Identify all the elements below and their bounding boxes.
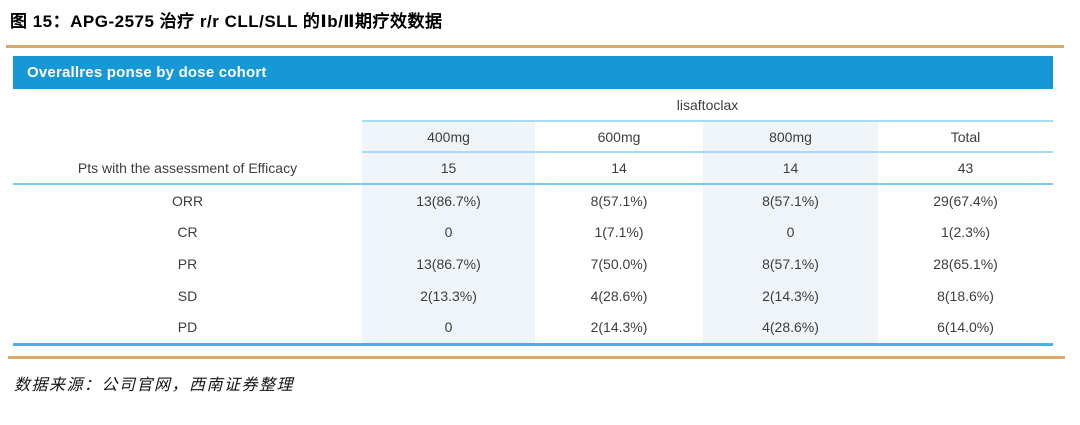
cell-800mg: 8(57.1%) [703, 184, 878, 216]
cell-600mg: 2(14.3%) [590, 319, 648, 336]
cell-600mg: 1(7.1%) [594, 224, 644, 240]
table-row-cr: CR 0 1(7.1%) 0 1(2.3%) [13, 216, 1053, 248]
cell-600mg: 7(50.0%) [590, 256, 648, 272]
column-header-row: 400mg 600mg 800mg Total [13, 121, 1054, 153]
cell-600mg: 8(57.1%) [590, 192, 648, 209]
data-source-note: 数据来源：公司官网，西南证券整理 [14, 374, 295, 394]
efficacy-table: lisaftoclax 400mg 600mg 800mg Total Pts … [13, 89, 1054, 346]
cell-400mg: 13(86.7%) [362, 248, 535, 280]
cell-600mg: 4(28.6%) [590, 288, 648, 304]
cell-800mg: 8(57.1%) [703, 248, 878, 280]
row-label: Pts with the assessment of Efficacy [13, 152, 362, 185]
corner-cell [13, 89, 362, 121]
cell-total: 28(65.1%) [933, 256, 998, 272]
row-label: SD [177, 288, 198, 304]
cell-800mg: 14 [703, 152, 878, 185]
cell-400mg: 0 [362, 216, 535, 248]
cell-total: 29(67.4%) [933, 192, 998, 209]
row-label-header-cell [13, 121, 362, 152]
gold-divider-top [6, 45, 1064, 48]
cell-400mg: 0 [362, 312, 535, 344]
cell-total: 8(18.6%) [937, 288, 994, 304]
cell-400mg: 15 [362, 152, 535, 185]
table-row-pts-assessed: Pts with the assessment of Efficacy 15 1… [13, 152, 1054, 185]
drug-group-header: lisaftoclax [362, 89, 1054, 122]
cell-400mg: 2(13.3%) [362, 280, 535, 312]
drug-group-header-row: lisaftoclax [13, 89, 1054, 122]
gold-divider-bottom [8, 355, 1065, 359]
table-title-bar: Overallres ponse by dose cohort [13, 56, 1053, 89]
cell-total: 1(2.3%) [941, 224, 991, 240]
row-label: PD [177, 319, 198, 336]
cell-800mg: 2(14.3%) [703, 280, 878, 312]
cell-total: 43 [878, 152, 1054, 185]
cell-400mg: 13(86.7%) [362, 184, 535, 216]
cell-total: 6(14.0%) [937, 319, 994, 336]
row-label: CR [177, 224, 198, 240]
cell-800mg: 4(28.6%) [703, 312, 878, 344]
column-header-400mg: 400mg [362, 121, 535, 153]
figure-title: 图 15：APG-2575 治疗 r/r CLL/SLL 的Ⅰb/Ⅱ期疗效数据 [10, 12, 443, 31]
cell-800mg: 0 [703, 216, 878, 248]
table-row-pd: PD 0 2(14.3%) 4(28.6%) 6(14.0%) [13, 312, 1053, 344]
column-header-total: Total [878, 121, 1054, 153]
row-label: ORR [171, 192, 204, 209]
table-row-sd: SD 2(13.3%) 4(28.6%) 2(14.3%) 8(18.6%) [13, 280, 1053, 312]
table-row-pr: PR 13(86.7%) 7(50.0%) 8(57.1%) 28(65.1%) [13, 248, 1053, 280]
table-row-orr: ORR 13(86.7%) 8(57.1%) 8(57.1%) 29(67.4%… [13, 184, 1053, 216]
cell-600mg: 14 [535, 152, 703, 185]
column-header-800mg: 800mg [703, 121, 878, 153]
row-label: PR [177, 256, 198, 272]
table-panel: Overallres ponse by dose cohort lisaftoc… [13, 56, 1054, 346]
column-header-600mg: 600mg [535, 121, 703, 153]
